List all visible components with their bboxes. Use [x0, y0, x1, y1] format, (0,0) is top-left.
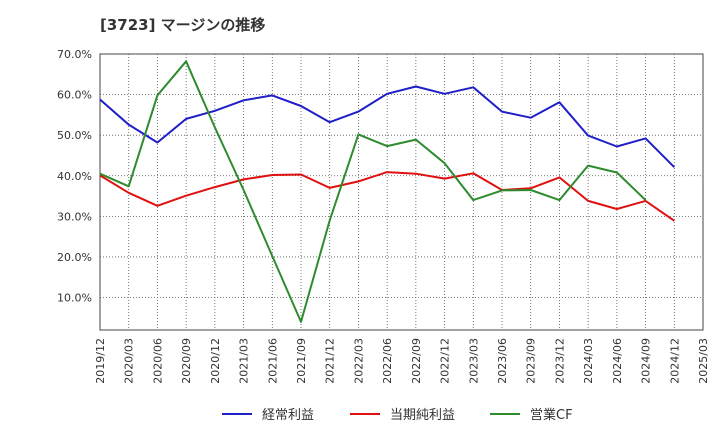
legend: 経常利益 当期純利益 営業CF [222, 407, 573, 423]
x-tick-label: 2021/06 [266, 338, 279, 384]
legend-label-1: 経常利益 [262, 408, 314, 423]
x-tick-label: 2024/06 [611, 338, 624, 384]
x-tick-label: 2019/12 [94, 338, 107, 384]
x-tick-label: 2021/03 [238, 338, 251, 384]
x-tick-label: 2020/06 [151, 338, 164, 384]
plot-border [99, 53, 704, 331]
x-tick-label: 2023/09 [525, 338, 538, 384]
x-tick-label: 2020/03 [123, 338, 136, 384]
x-tick-label: 2024/09 [640, 338, 653, 384]
series-line-2 [99, 171, 675, 222]
y-tick-label: 10.0% [57, 292, 92, 305]
y-tick-label: 50.0% [57, 129, 92, 142]
x-tick-label: 2022/09 [410, 338, 423, 384]
x-tick-label: 2020/12 [209, 338, 222, 384]
grid-layer [99, 53, 704, 331]
series-line-3 [99, 60, 647, 323]
x-tick-label: 2023/06 [496, 338, 509, 384]
legend-label-3: 営業CF [530, 407, 573, 423]
axis-layer: 10.0% 20.0% 30.0% 40.0% 50.0% 60.0% 70.0% 2019/… [57, 48, 710, 384]
y-tick-label: 30.0% [57, 210, 92, 223]
x-tick-label: 2022/03 [352, 338, 365, 384]
x-tick-label: 2024/03 [582, 338, 595, 384]
chart-title: [3723] マージンの推移 [100, 16, 266, 34]
y-tick-label: 60.0% [57, 89, 92, 102]
x-tick-label: 2025/03 [697, 338, 710, 384]
series-layer [99, 60, 676, 323]
x-tick-label: 2021/09 [295, 338, 308, 384]
x-tick-label: 2022/06 [381, 338, 394, 384]
x-tick-label: 2021/12 [324, 338, 337, 384]
y-tick-label: 40.0% [57, 170, 92, 183]
x-tick-label: 2022/12 [439, 338, 452, 384]
x-tick-label: 2023/03 [467, 338, 480, 384]
y-tick-label: 20.0% [57, 251, 92, 264]
x-tick-label: 2024/12 [668, 338, 681, 384]
series-line-1 [99, 85, 676, 168]
x-tick-label: 2020/09 [180, 338, 193, 384]
x-tick-label: 2023/12 [553, 338, 566, 384]
y-tick-label: 70.0% [57, 48, 92, 61]
legend-label-2: 当期純利益 [390, 408, 455, 423]
